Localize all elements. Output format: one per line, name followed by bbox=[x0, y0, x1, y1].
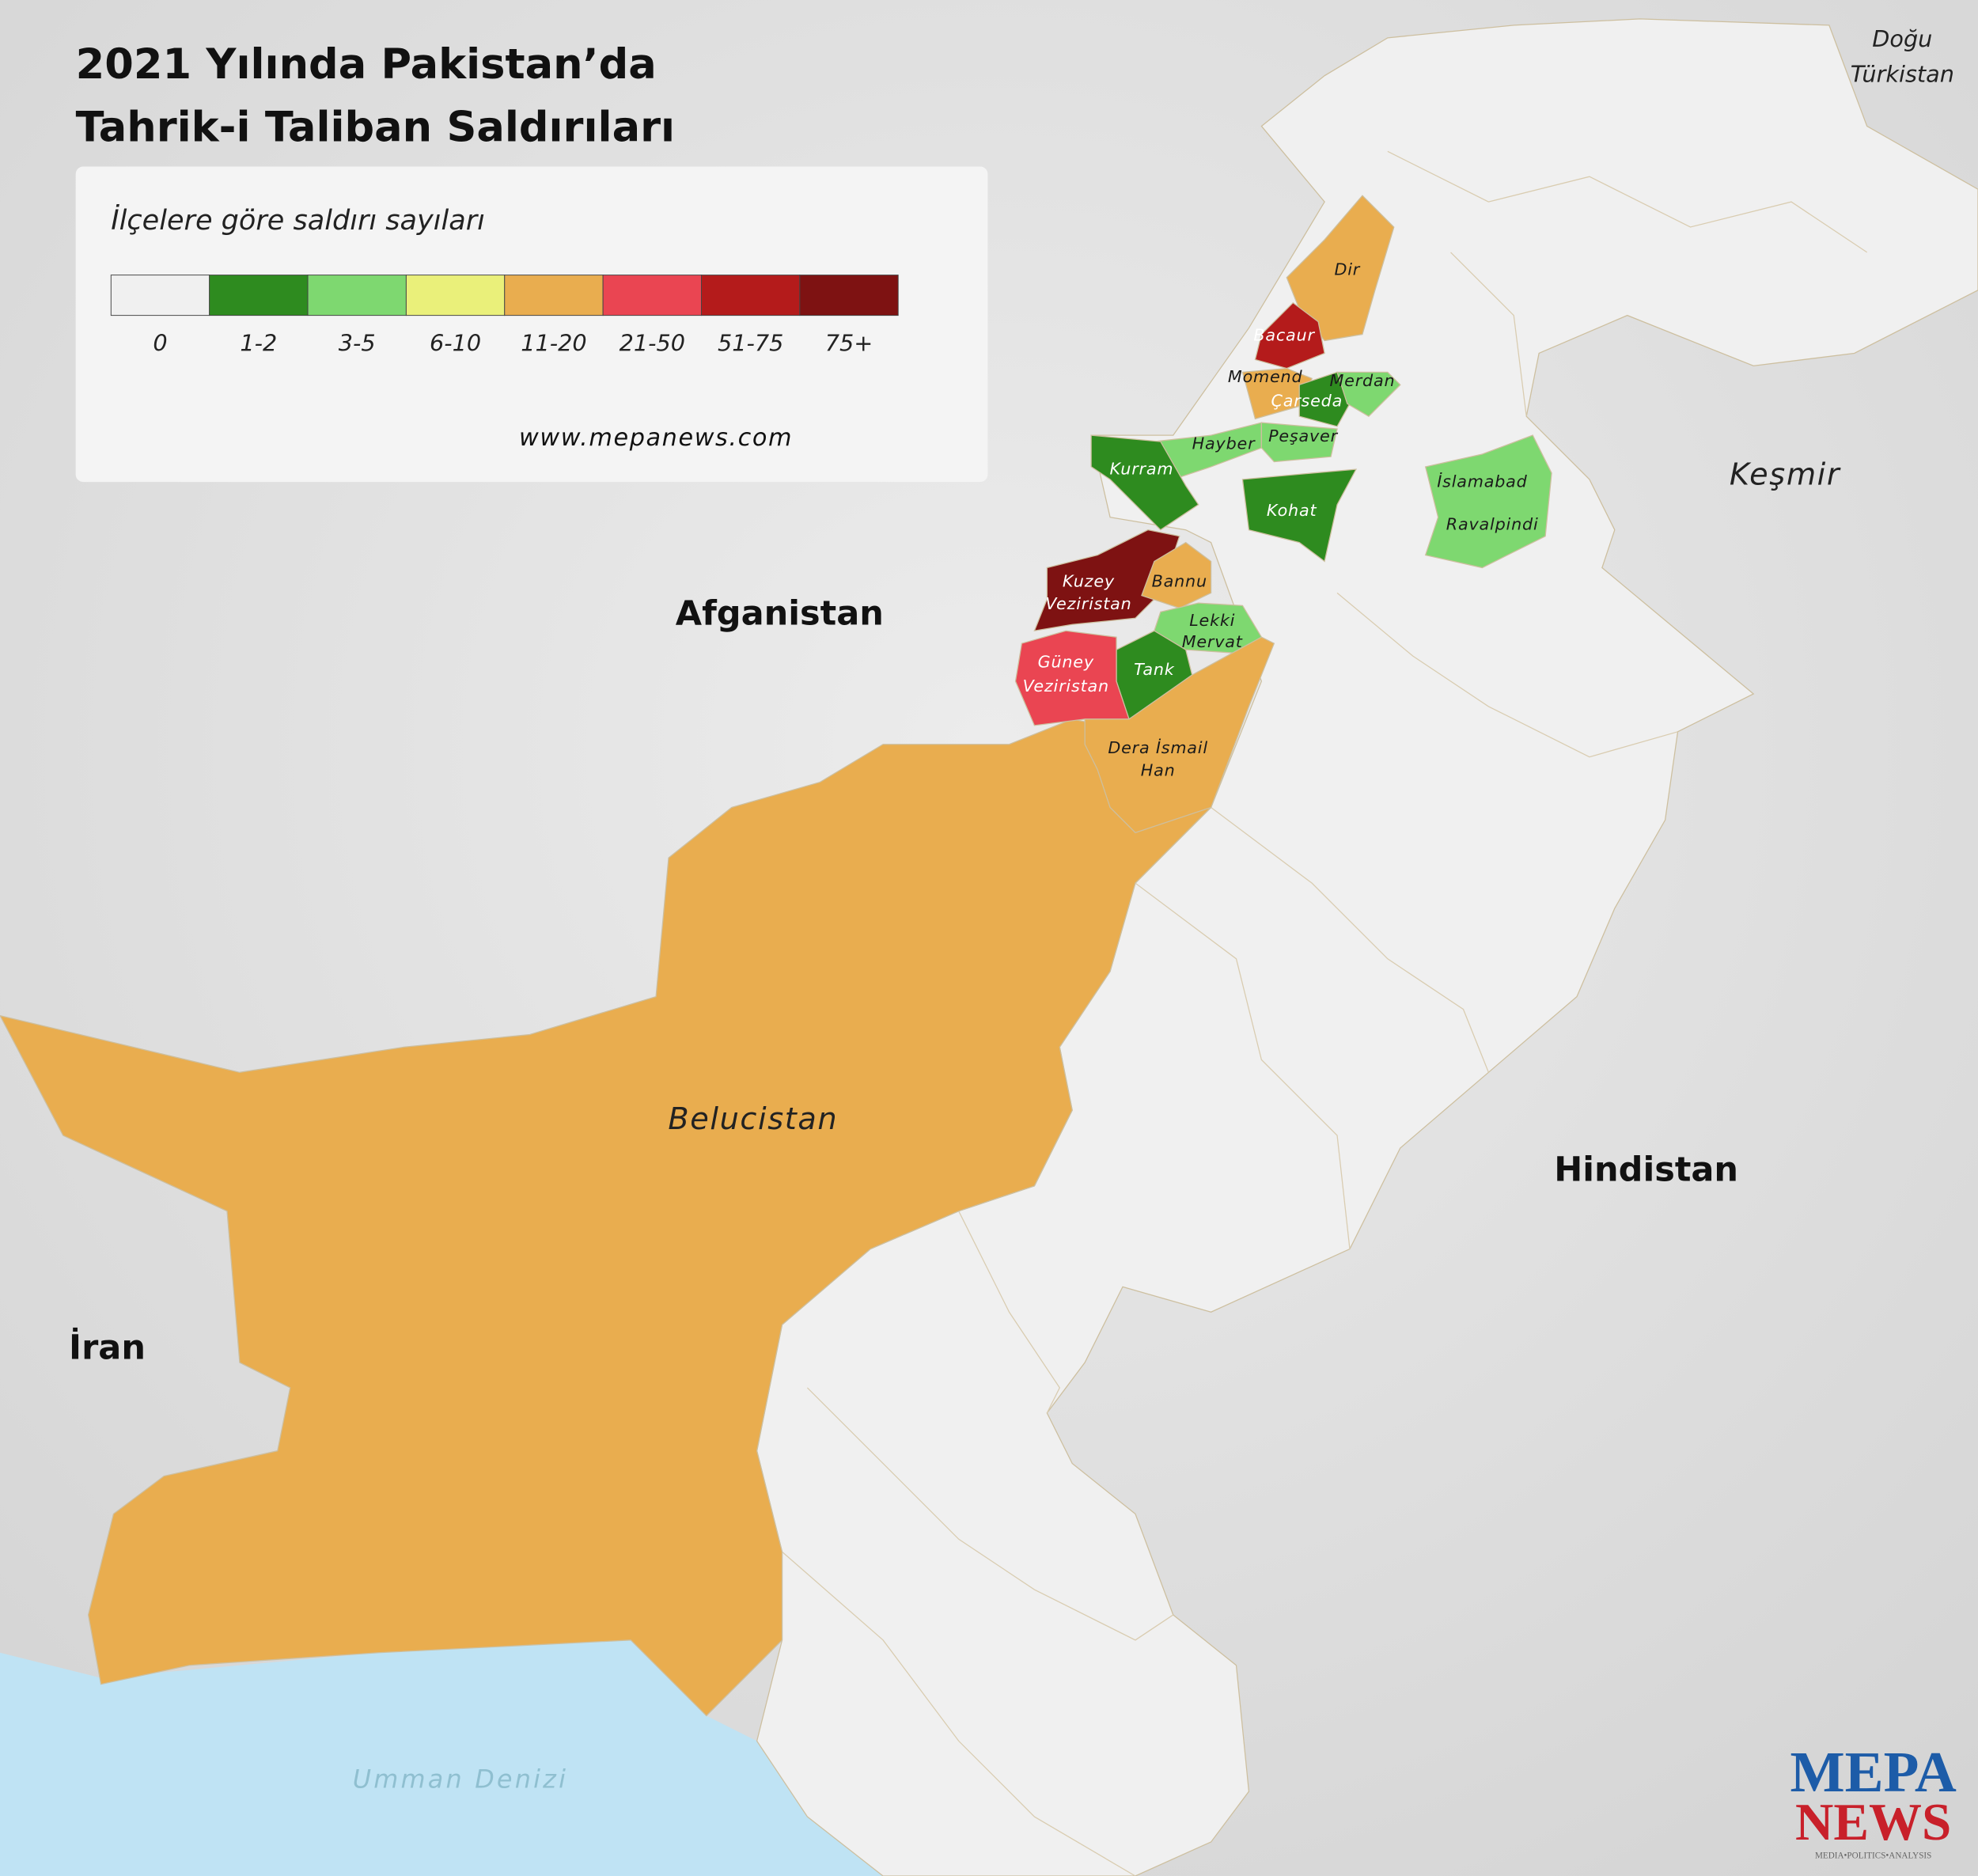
legend-swatch bbox=[602, 275, 702, 316]
sea-label: Umman Denizi bbox=[353, 1764, 568, 1794]
district-label: Çarseda bbox=[1271, 391, 1343, 410]
legend-label: 75+ bbox=[825, 329, 873, 356]
province-borders bbox=[782, 150, 1868, 1876]
legend-label: 1-2 bbox=[240, 329, 277, 356]
title: 2021 Yılında Pakistan’da bbox=[76, 40, 657, 89]
district bbox=[1298, 371, 1351, 427]
district-label: Kohat bbox=[1267, 501, 1317, 520]
district-label: Mervat bbox=[1182, 632, 1243, 651]
country-label: Hindistan bbox=[1554, 1150, 1738, 1189]
district bbox=[1090, 434, 1199, 531]
district bbox=[1141, 541, 1212, 609]
legend: 0 1-2 3-5 6-10 11-20 21-50 51-75 75+ bbox=[110, 275, 899, 356]
district-label: Tank bbox=[1134, 660, 1175, 679]
district bbox=[1033, 529, 1180, 632]
district-label: Han bbox=[1141, 761, 1176, 780]
district-label: Dera İsmail bbox=[1108, 737, 1208, 757]
sea bbox=[0, 1639, 884, 1876]
region-label: Keşmir bbox=[1730, 457, 1841, 492]
legend-label: 0 bbox=[153, 329, 167, 356]
district-label: Güney bbox=[1038, 652, 1094, 671]
legend-box bbox=[75, 166, 988, 483]
legend-swatch bbox=[504, 275, 604, 316]
legend-label: 6-10 bbox=[430, 329, 481, 356]
legend-swatch bbox=[701, 275, 801, 316]
district-label: Kurram bbox=[1109, 460, 1173, 479]
district-label: Peşaver bbox=[1268, 426, 1339, 445]
legend-swatch bbox=[799, 275, 899, 316]
logo-tagline: MEDIA•POLITICS•ANALYSIS bbox=[1815, 1851, 1931, 1861]
district-label: Veziristan bbox=[1023, 676, 1109, 695]
district bbox=[1241, 468, 1358, 563]
country-label: İran bbox=[69, 1327, 146, 1367]
title: Tahrik-i Taliban Saldırıları bbox=[76, 104, 675, 152]
region-label: Türkistan bbox=[1851, 61, 1954, 88]
region-label: Belucistan bbox=[668, 1101, 838, 1137]
district bbox=[1424, 434, 1552, 569]
district-label: Bacaur bbox=[1253, 326, 1315, 345]
legend-swatch bbox=[110, 275, 210, 316]
legend-label: 3-5 bbox=[339, 329, 376, 356]
district-label: Veziristan bbox=[1045, 594, 1131, 613]
district-label: Lekki bbox=[1189, 611, 1235, 630]
legend-subtitle: İlçelere göre saldırı sayıları bbox=[111, 203, 485, 237]
district-label: Kuzey bbox=[1063, 571, 1115, 590]
district bbox=[1286, 195, 1395, 342]
district-label: Hayber bbox=[1192, 434, 1256, 453]
legend-label: 21-50 bbox=[620, 329, 685, 356]
legend-label: 11-20 bbox=[521, 329, 586, 356]
district-label: Momend bbox=[1228, 367, 1303, 386]
district-label: Merdan bbox=[1329, 371, 1395, 390]
country-label: Afganistan bbox=[676, 593, 884, 633]
logo: MEPA bbox=[1790, 1740, 1956, 1804]
legend-swatch bbox=[209, 275, 309, 316]
district-label: İslamabad bbox=[1437, 471, 1527, 491]
region-label: Doğu bbox=[1872, 25, 1932, 52]
legend-label: 51-75 bbox=[718, 329, 783, 356]
district bbox=[1260, 422, 1338, 463]
district-label: Dir bbox=[1334, 260, 1360, 279]
district-label: Ravalpindi bbox=[1446, 515, 1539, 534]
logo: NEWS bbox=[1795, 1793, 1951, 1851]
legend-swatch bbox=[405, 275, 506, 316]
belucistan bbox=[0, 718, 1212, 1717]
district-label: Bannu bbox=[1152, 571, 1207, 590]
district bbox=[1084, 636, 1275, 834]
district bbox=[1336, 371, 1401, 417]
legend-swatch bbox=[307, 275, 407, 316]
district bbox=[1254, 301, 1325, 370]
source: www.mepanews.com bbox=[519, 424, 793, 452]
